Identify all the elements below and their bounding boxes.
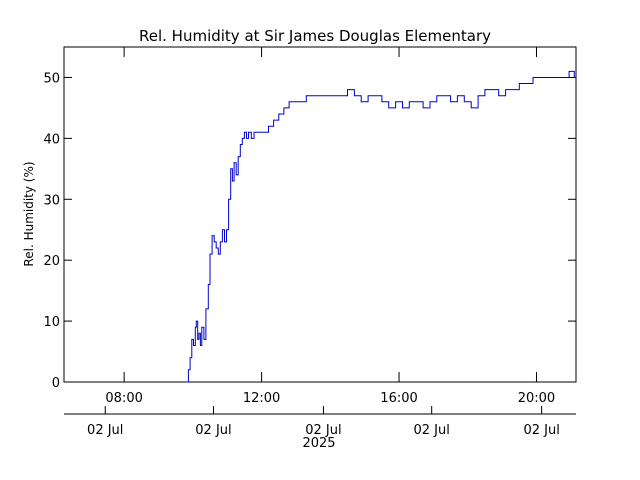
plot-frame [63,46,577,383]
y-axis-ticks: 0 10 20 30 40 50 [43,71,576,391]
y-tick-label: 30 [43,193,60,208]
date-tick-label: 02 Jul [195,423,231,438]
date-tick-label: 02 Jul [305,423,341,438]
y-tick-label: 50 [43,71,60,86]
y-tick-label: 0 [52,376,60,391]
y-axis-label: Rel. Humidity (%) [22,161,36,266]
chart-title: Rel. Humidity at Sir James Douglas Eleme… [139,27,491,45]
date-tick-label: 02 Jul [87,423,123,438]
time-tick-label: 08:00 [105,391,142,406]
y-tick-label: 40 [43,132,60,147]
time-axis-ticks: 08:00 12:00 16:00 20:00 [105,47,555,406]
series-line [186,70,575,383]
time-tick-label: 16:00 [380,391,417,406]
date-tick-label: 02 Jul [523,423,559,438]
date-axis-ticks: 02 Jul 02 Jul 02 Jul 02 Jul 02 Jul [87,406,560,438]
series-group [186,70,575,383]
time-tick-label: 12:00 [243,391,280,406]
time-tick-label: 20:00 [518,391,555,406]
y-tick-label: 20 [43,254,60,269]
year-label: 2025 [302,436,335,451]
y-tick-label: 10 [43,315,60,330]
date-tick-label: 02 Jul [413,423,449,438]
